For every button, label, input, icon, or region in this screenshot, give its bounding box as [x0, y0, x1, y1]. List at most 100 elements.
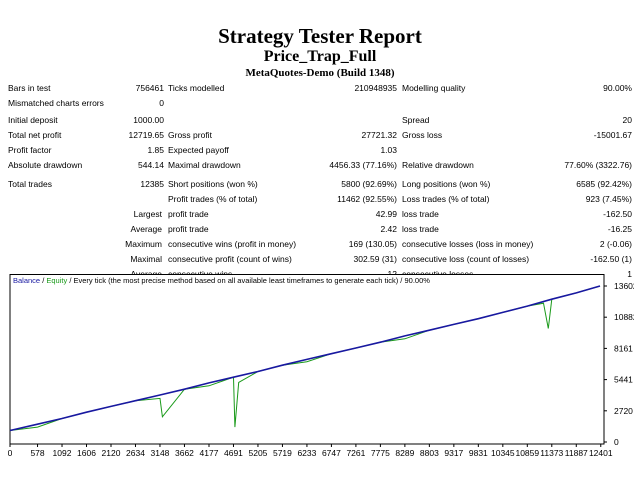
x-tick-label: 2120 [102, 448, 121, 458]
spread-label: Spread [402, 115, 430, 125]
stats-row-mismatched: Mismatched charts errors 0 [0, 96, 640, 111]
chart-svg: 13602 10882 8161 5441 2720 0 0 578 1092 1606 2120 2… [8, 274, 634, 458]
mismatched-value: 0 [159, 98, 164, 108]
y-tick-label: 10882 [614, 312, 634, 322]
report-title: Strategy Tester Report [218, 24, 422, 48]
x-tick-label: 3662 [175, 448, 194, 458]
initial-deposit-label: Initial deposit [8, 115, 58, 125]
stats-row-largest: Largest profit trade 42.99 loss trade -1… [0, 207, 640, 222]
max-cons-wins-label: consecutive wins (profit in money) [168, 239, 297, 249]
stats-row-maximal: Maximal consecutive profit (count of win… [0, 252, 640, 267]
profit-factor-value: 1.85 [147, 145, 164, 155]
stats-row-net-profit: Total net profit 12719.65 Gross profit 2… [0, 128, 640, 143]
maximal-label: Maximal [130, 254, 162, 264]
max-cons-losses-value: 2 (-0.06) [599, 239, 632, 249]
average-label: Average [130, 224, 162, 234]
stats-row-total-trades: Total trades 12385 Short positions (won … [0, 177, 640, 192]
expected-payoff-label: Expected payoff [168, 145, 229, 155]
ticks-modelled-value: 210948935 [354, 83, 397, 93]
x-tick-label: 10859 [515, 448, 539, 458]
x-tick-label: 9317 [444, 448, 463, 458]
relative-drawdown-value: 77.60% (3322.76) [564, 160, 632, 170]
average-loss-value: -16.25 [607, 224, 632, 234]
total-trades-value: 12385 [140, 179, 164, 189]
x-tick-label: 5719 [273, 448, 292, 458]
maximal-cons-loss-label: consecutive loss (count of losses) [402, 254, 530, 264]
stats-row-drawdown: Absolute drawdown 544.14 Maximal drawdow… [0, 158, 640, 173]
x-tick-label: 8289 [395, 448, 414, 458]
stats-row-bars: Bars in test 756461 Ticks modelled 21094… [0, 81, 640, 96]
x-tick-label: 12401 [589, 448, 613, 458]
max-cons-losses-label: consecutive losses (loss in money) [402, 239, 534, 249]
stats-row-maximum: Maximum consecutive wins (profit in mone… [0, 237, 640, 252]
y-tick-label: 2720 [614, 406, 633, 416]
server-build: MetaQuotes-Demo (Build 1348) [245, 67, 395, 79]
gross-profit-value: 27721.32 [361, 130, 397, 140]
max-cons-wins-value: 169 (130.05) [348, 239, 397, 249]
x-tick-label: 7775 [371, 448, 390, 458]
largest-profit-label: profit trade [168, 209, 209, 219]
largest-loss-value: -162.50 [603, 209, 632, 219]
gross-loss-label: Gross loss [402, 130, 443, 140]
x-tick-label: 4691 [224, 448, 243, 458]
x-tick-label: 4177 [200, 448, 219, 458]
maximum-label: Maximum [125, 239, 162, 249]
total-net-profit-value: 12719.65 [128, 130, 164, 140]
x-tick-label: 11887 [565, 448, 588, 458]
loss-trades-value: 923 (7.45%) [585, 194, 632, 204]
average-profit-value: 2.42 [380, 224, 397, 234]
profit-trades-value: 11462 (92.55%) [337, 194, 397, 204]
relative-drawdown-label: Relative drawdown [402, 160, 474, 170]
modelling-quality-label: Modelling quality [402, 83, 466, 93]
x-tick-label: 10345 [491, 448, 515, 458]
profit-trades-label: Profit trades (% of total) [168, 194, 258, 204]
legend-equity: Equity [46, 276, 67, 285]
x-tick-label: 9831 [469, 448, 488, 458]
ticks-modelled-label: Ticks modelled [168, 83, 225, 93]
long-positions-label: Long positions (won %) [402, 179, 491, 189]
expert-name: Price_Trap_Full [263, 48, 377, 65]
y-tick-label: 13602 [614, 281, 634, 291]
expected-payoff-value: 1.03 [380, 145, 397, 155]
absolute-drawdown-label: Absolute drawdown [8, 160, 83, 170]
initial-deposit-value: 1000.00 [133, 115, 164, 125]
x-tick-label: 11373 [540, 448, 563, 458]
legend-model-description: / Every tick (the most precise method ba… [67, 276, 430, 285]
y-tick-label: 0 [614, 437, 619, 447]
average-loss-label: loss trade [402, 224, 439, 234]
series-line-balance [9, 285, 601, 432]
gross-profit-label: Gross profit [168, 130, 212, 140]
spread-value: 20 [622, 115, 632, 125]
stats-row-profit-trades: Profit trades (% of total) 11462 (92.55%… [0, 192, 640, 207]
maximal-drawdown-value: 4456.33 (77.16%) [329, 160, 397, 170]
largest-label: Largest [133, 209, 162, 219]
x-tick-label: 2634 [126, 448, 145, 458]
mismatched-label: Mismatched charts errors [8, 98, 104, 108]
x-tick-label: 7261 [346, 448, 365, 458]
total-net-profit-label: Total net profit [8, 130, 62, 140]
avg-cons-losses-value: 1 [627, 269, 632, 279]
largest-loss-label: loss trade [402, 209, 439, 219]
x-tick-label: 578 [30, 448, 44, 458]
stats-row-profit-factor: Profit factor 1.85 Expected payoff 1.03 [0, 143, 640, 158]
x-tick-label: 1092 [53, 448, 72, 458]
chart-legend: Balance / Equity / Every tick (the most … [13, 276, 430, 285]
balance-chart: 13602 10882 8161 5441 2720 0 0 578 1092 1606 2120 2… [8, 274, 638, 464]
average-profit-label: profit trade [168, 224, 209, 234]
modelling-quality-value: 90.00% [603, 83, 632, 93]
legend-balance: Balance [13, 276, 40, 285]
y-tick-label: 8161 [614, 343, 633, 353]
legend-separator: / [40, 276, 46, 285]
largest-profit-value: 42.99 [375, 209, 397, 219]
total-trades-label: Total trades [8, 179, 52, 189]
x-tick-label: 5205 [248, 448, 267, 458]
x-tick-label: 0 [8, 448, 13, 458]
absolute-drawdown-value: 544.14 [138, 160, 164, 170]
long-positions-value: 6585 (92.42%) [576, 179, 632, 189]
maximal-drawdown-label: Maximal drawdown [168, 160, 241, 170]
maximal-cons-loss-value: -162.50 (1) [590, 254, 632, 264]
x-tick-label: 8803 [420, 448, 439, 458]
stats-row-average: Average profit trade 2.42 loss trade -16… [0, 222, 640, 237]
y-tick-label: 5441 [614, 375, 633, 385]
short-positions-label: Short positions (won %) [168, 179, 258, 189]
